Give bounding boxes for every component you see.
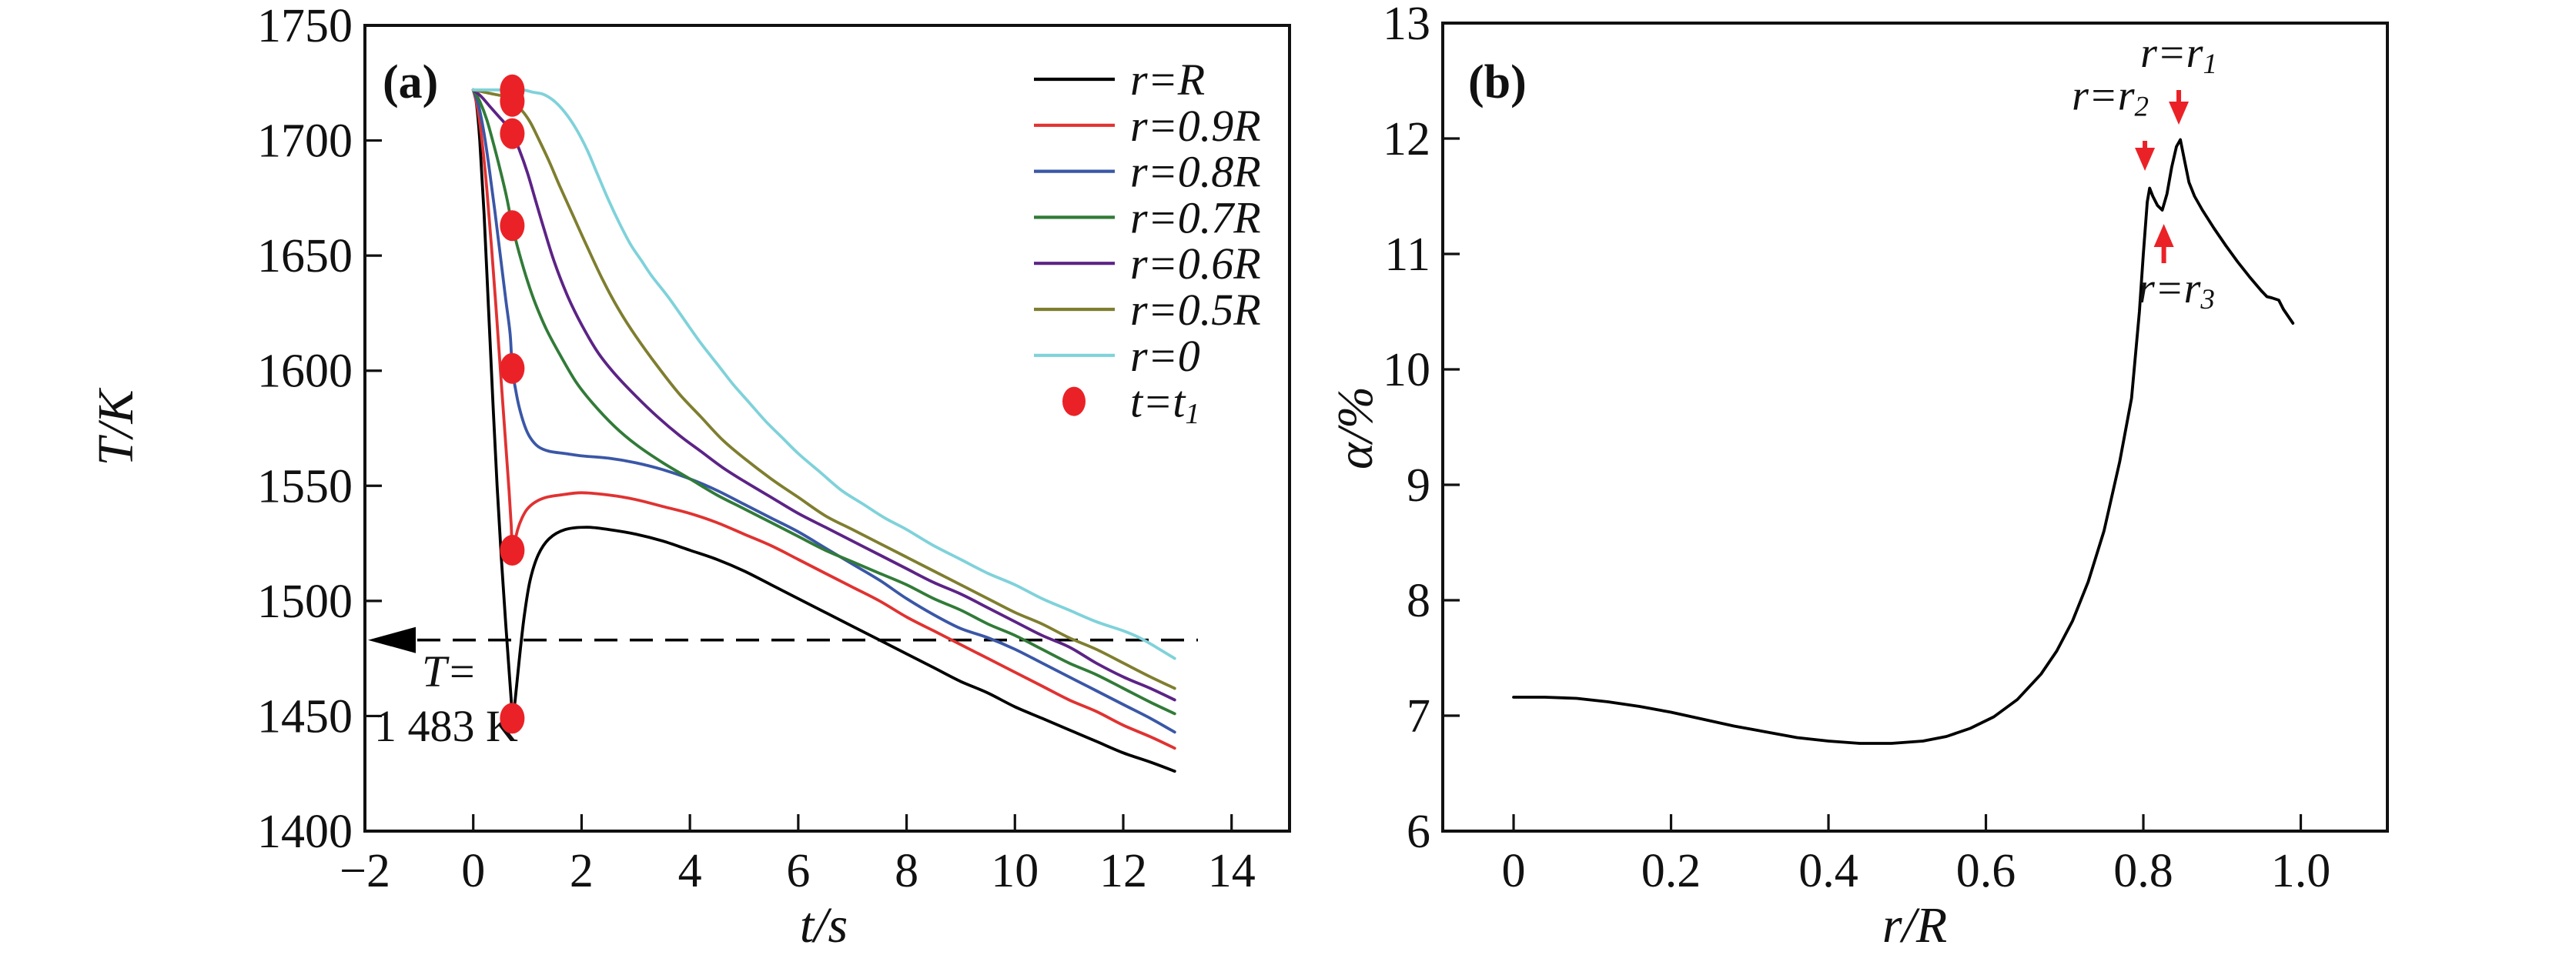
legend-label-r-0-5r: r=0.5R [1130, 285, 1261, 335]
y-tick-label: 1650 [257, 230, 353, 282]
series-r-r [471, 88, 1176, 773]
annotation-r-r2: r=r2 [2072, 72, 2156, 171]
legend-dot-swatch [1062, 386, 1086, 416]
x-axis-label: r/R [1882, 897, 1947, 953]
x-tick-label: 14 [1208, 845, 1256, 897]
x-tick-label: 6 [786, 845, 810, 897]
legend-label-r-0-9r: r=0.9R [1130, 101, 1261, 151]
x-tick-label: 0 [461, 845, 485, 897]
legend-label-r-r: r=R [1130, 55, 1205, 105]
legend: r=Rr=0.9Rr=0.8Rr=0.7Rr=0.6Rr=0.5Rr=0t=t1 [1034, 55, 1261, 430]
y-tick-label: 6 [1407, 806, 1430, 858]
refline-1483: T=1 483 K [368, 626, 1198, 751]
panel-b: 0 0.2 0.4 0.6 0.8 1.0 6 7 8 9 10 11 12 13 r=r1r=r2 r=r3… [1327, 0, 2389, 953]
series-r-0-5r [471, 88, 1176, 690]
y-tick-label: 1600 [257, 346, 353, 398]
annotation-r-r1: r=r1 [2140, 29, 2217, 125]
scatter-dot [500, 703, 525, 734]
x-axis-label: t/s [800, 897, 848, 953]
annotation-arrowhead-icon [2135, 148, 2156, 171]
x-tick-label: 10 [991, 845, 1039, 897]
x-tick-label: 0 [1502, 845, 1526, 897]
scatter-t-t1 [500, 74, 525, 734]
x-tick-label: 0.2 [1641, 845, 1701, 897]
series-r-0 [471, 88, 1176, 660]
annotation-label: r=r2 [2072, 72, 2149, 122]
series-alpha-profile [1512, 138, 2295, 745]
x-tick-label: 4 [678, 845, 702, 897]
scatter-dot [500, 118, 525, 149]
legend-label-r-0: r=0 [1130, 331, 1200, 381]
y-tick-label: 10 [1383, 344, 1430, 396]
x-axis: 0 0.2 0.4 0.6 0.8 1.0 [1502, 814, 2331, 897]
y-axis: 6 7 8 9 10 11 12 13 [1383, 0, 1460, 858]
y-tick-label: 1700 [257, 115, 353, 168]
y-tick-label: 7 [1407, 690, 1430, 743]
annotation-arrowhead-icon [2153, 224, 2174, 247]
refline-arrowhead-icon [368, 626, 416, 653]
legend-label-r-0-6r: r=0.6R [1130, 239, 1261, 289]
panel-label: (a) [383, 56, 438, 109]
legend-label-r-0-7r: r=0.7R [1130, 192, 1261, 242]
series-r-0-6r [471, 88, 1176, 702]
x-axis: −2 0 2 4 6 8 10 12 14 [340, 814, 1256, 897]
annotation-r-r3: r=r3 [2138, 224, 2215, 315]
legend-label-t-t1: t=t1 [1130, 377, 1200, 430]
y-tick-label: 1500 [257, 576, 353, 628]
y-tick-label: 8 [1407, 575, 1430, 627]
x-tick-label: 0.6 [1956, 845, 2016, 897]
series-group [471, 88, 1176, 773]
y-axis-label: α/% [1327, 386, 1383, 469]
y-tick-label: 1450 [257, 690, 353, 743]
y-tick-label: 12 [1383, 113, 1430, 165]
refline-label-line1: T= [422, 646, 477, 696]
x-tick-label: −2 [340, 845, 390, 897]
series-r-0-8r [471, 88, 1176, 734]
y-tick-label: 1400 [257, 806, 353, 858]
annotation-label: r=r1 [2140, 29, 2217, 79]
annotation-arrowhead-icon [2169, 102, 2190, 125]
legend-label-r-0-8r: r=0.8R [1130, 147, 1261, 197]
y-axis-label: T/K [88, 387, 144, 466]
plot-frame [363, 24, 1291, 833]
annotation-label: r=r3 [2138, 265, 2215, 315]
series-group [1512, 138, 2295, 745]
y-tick-label: 1750 [257, 0, 353, 52]
scatter-dot [500, 352, 525, 384]
x-tick-label: 0.4 [1798, 845, 1858, 897]
refline-label-line2: 1 483 K [374, 701, 518, 751]
scatter-dot [500, 85, 525, 117]
y-tick-label: 11 [1384, 229, 1430, 281]
y-tick-label: 13 [1383, 0, 1430, 50]
plot-frame [1441, 22, 2389, 833]
scatter-dot [500, 210, 525, 242]
panel-label: (b) [1468, 56, 1527, 109]
panel-a: −2 0 2 4 6 8 10 12 14 1400 1450 1500 1550 1600 1650 170… [88, 0, 1291, 953]
x-tick-label: 1.0 [2271, 845, 2331, 897]
x-tick-label: 12 [1099, 845, 1147, 897]
y-axis: 1400 1450 1500 1550 1600 1650 1700 1750 [257, 0, 382, 858]
y-tick-label: 9 [1407, 459, 1430, 512]
x-tick-label: 0.8 [2113, 845, 2173, 897]
y-tick-label: 1550 [257, 460, 353, 513]
scatter-dot [500, 535, 525, 566]
x-tick-label: 8 [895, 845, 918, 897]
series-r-0-9r [471, 88, 1176, 750]
x-tick-label: 2 [570, 845, 594, 897]
